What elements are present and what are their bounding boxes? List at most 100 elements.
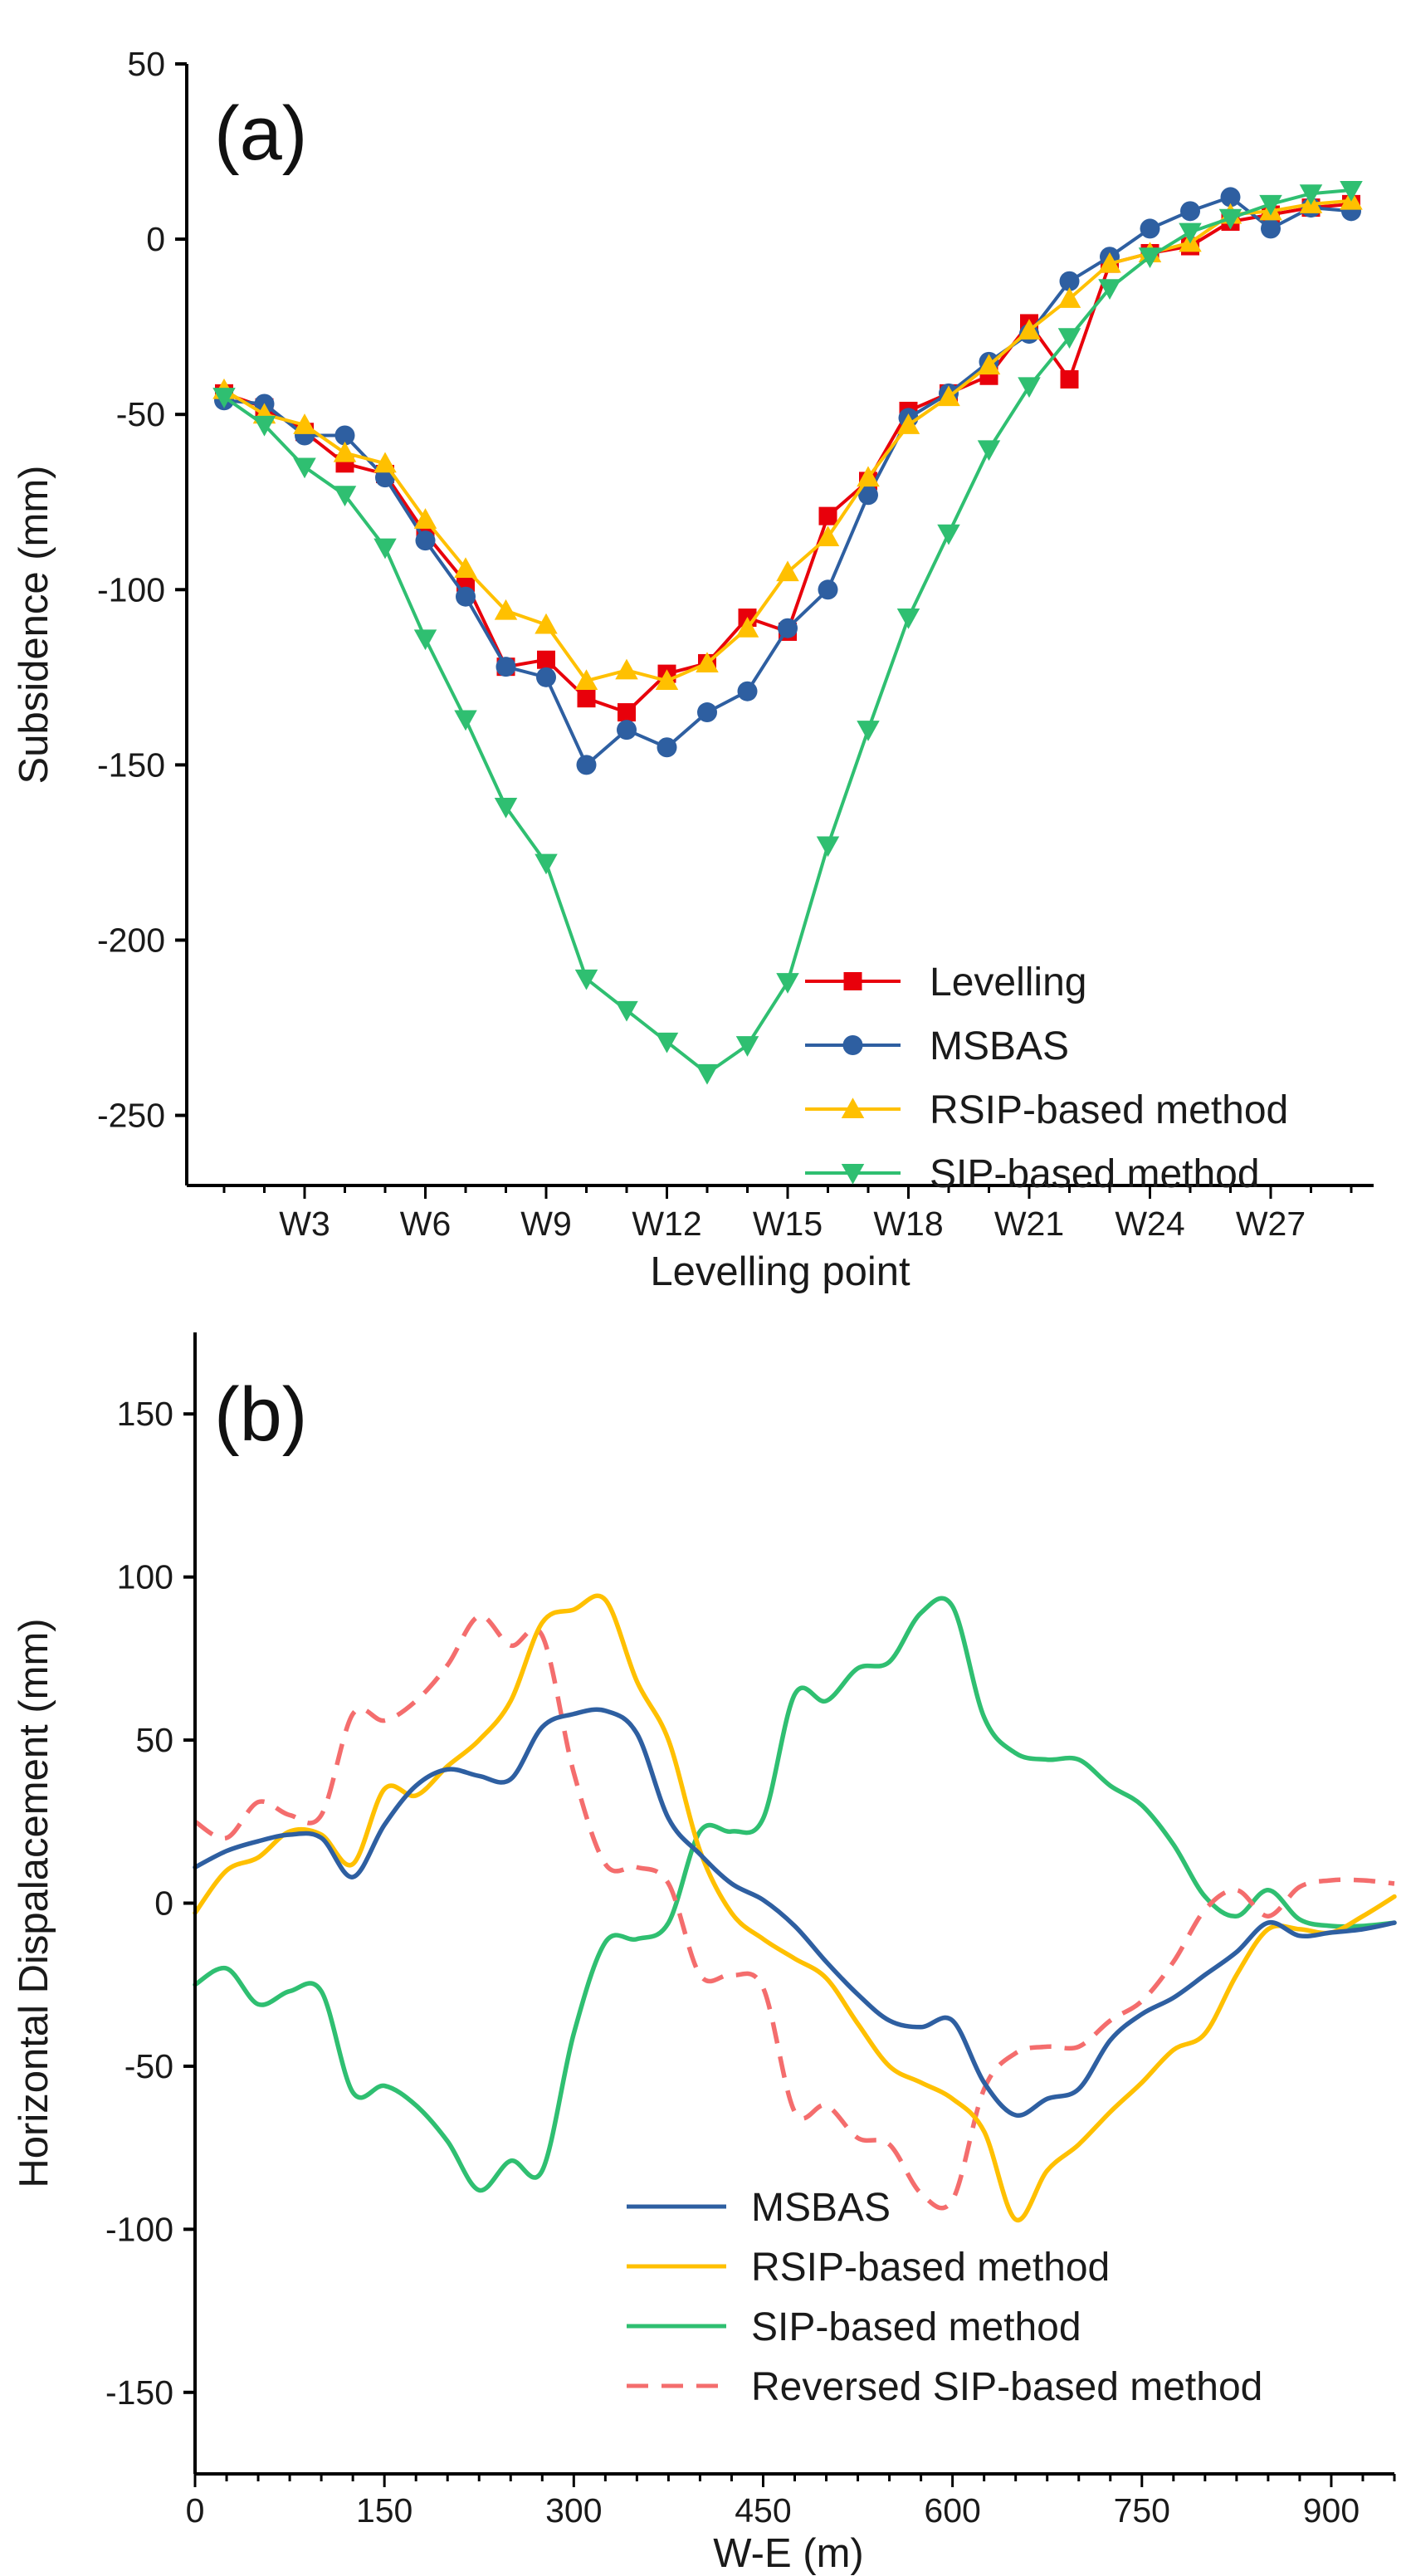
series-sip-based-method: [212, 180, 1363, 1085]
data-point: [696, 652, 719, 672]
legend-label: Levelling: [930, 961, 1086, 1004]
x-tick-label: W6: [400, 1205, 452, 1243]
data-point: [1018, 377, 1041, 398]
legend-label: RSIP-based method: [751, 2246, 1110, 2290]
data-point: [977, 354, 1001, 375]
x-tick-label: W12: [632, 1205, 701, 1243]
data-point: [496, 657, 516, 677]
data-point: [776, 560, 799, 582]
y-tick-label: 0: [154, 1884, 173, 1923]
data-point: [333, 441, 357, 462]
y-tick-label: -100: [97, 570, 165, 609]
data-point: [735, 1036, 759, 1057]
y-tick-label: 0: [146, 220, 165, 258]
data-point: [896, 413, 920, 434]
data-point: [816, 836, 840, 858]
data-point: [537, 650, 555, 669]
y-tick-label: -50: [116, 395, 165, 433]
data-point: [937, 524, 960, 545]
series-line-sip-based-method: [193, 1596, 1397, 2192]
y-tick-label: 50: [127, 45, 165, 83]
panel-label-a: (a): [214, 91, 307, 176]
data-point: [818, 506, 837, 525]
data-point: [1057, 287, 1081, 308]
panel-a-subsidence-chart: 50 0 -50 -100 -150 -200 -250 W3 W6 W9 W12 W15 W18 W21…: [12, 45, 1374, 1294]
legend-label: MSBAS: [930, 1024, 1069, 1068]
data-point: [1059, 271, 1080, 291]
data-point: [456, 586, 476, 607]
data-point: [293, 457, 316, 479]
series-line: [222, 198, 1352, 683]
x-tick-label: W9: [520, 1205, 572, 1243]
data-point: [577, 689, 596, 708]
legend: MSBAS RSIP-based method SIP-based method Re…: [627, 2186, 1262, 2409]
data-point: [535, 853, 558, 875]
legend-label: SIP-based method: [751, 2305, 1081, 2349]
data-point: [778, 618, 798, 638]
data-point: [1057, 328, 1081, 349]
data-point: [735, 616, 759, 638]
y-tick-label: 50: [135, 1721, 173, 1759]
data-point: [977, 440, 1001, 462]
data-point: [1098, 252, 1121, 273]
data-point: [494, 599, 518, 620]
data-point: [456, 573, 475, 592]
legend-label: Reversed SIP-based method: [751, 2365, 1262, 2409]
data-point: [536, 667, 556, 687]
data-point: [615, 1000, 638, 1022]
data-point: [1140, 218, 1160, 239]
data-point: [535, 613, 558, 634]
data-point: [252, 415, 276, 437]
data-point: [896, 609, 920, 629]
x-tick-label: W24: [1115, 1205, 1184, 1243]
data-point: [574, 669, 598, 691]
legend-swatch-marker: [842, 1035, 863, 1055]
y-axis-title: Horizontal Dispalacement (mm): [12, 1618, 56, 2187]
legend-swatch-marker: [841, 1097, 865, 1118]
data-point: [618, 703, 636, 722]
data-point: [1098, 279, 1121, 300]
series-line-rsip-based-method: [193, 1593, 1397, 2223]
x-axis-title: Levelling point: [650, 1249, 910, 1294]
legend-swatch-marker: [841, 1164, 865, 1185]
data-point: [937, 385, 960, 407]
x-tick-label: 300: [545, 2491, 602, 2530]
data-point: [696, 1063, 719, 1085]
data-point: [1261, 218, 1281, 239]
legend-label: MSBAS: [751, 2186, 891, 2230]
data-point: [333, 486, 357, 507]
x-tick-label: 900: [1303, 2491, 1360, 2530]
series-rsip-based-method: [212, 188, 1363, 691]
data-point: [212, 388, 236, 408]
data-point: [1220, 187, 1241, 208]
legend-swatch-marker: [843, 972, 862, 990]
data-point: [818, 579, 838, 600]
data-point: [1018, 319, 1041, 340]
legend-label: SIP-based method: [930, 1152, 1260, 1196]
y-tick-label: 100: [117, 1558, 173, 1596]
data-point: [494, 798, 518, 819]
data-point: [1179, 222, 1202, 244]
data-point: [655, 1032, 679, 1053]
data-point: [413, 629, 437, 651]
data-point: [655, 669, 679, 691]
x-tick-label: 750: [1114, 2491, 1170, 2530]
legend: Levelling MSBAS RSIP-based method SIP-based…: [805, 961, 1288, 1196]
series-line-reversed-sip-based-method: [193, 1614, 1395, 2211]
data-point: [1060, 369, 1079, 389]
data-point: [737, 681, 758, 701]
data-point: [574, 969, 598, 990]
data-point: [454, 710, 477, 731]
y-tick-label: -150: [97, 745, 165, 784]
panel-label-b: (b): [214, 1372, 307, 1457]
data-point: [1138, 247, 1162, 268]
data-point: [334, 425, 355, 446]
data-point: [776, 973, 799, 994]
data-point: [697, 702, 717, 723]
y-tick-label: 150: [117, 1395, 173, 1433]
data-point: [454, 557, 477, 578]
data-point: [857, 721, 880, 741]
data-point: [1259, 194, 1282, 216]
